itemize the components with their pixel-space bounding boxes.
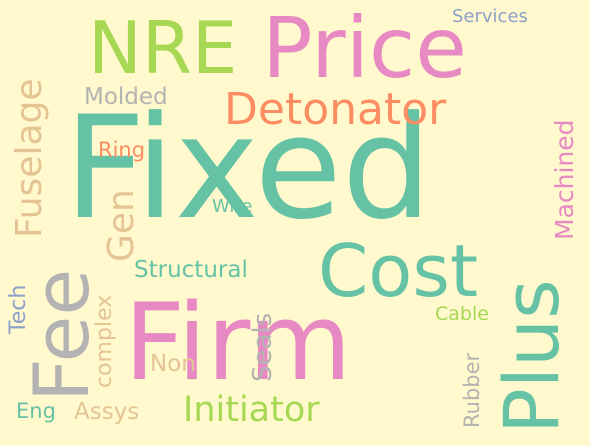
word-tech: Tech: [6, 284, 31, 334]
word-eng: Eng: [16, 399, 56, 423]
word-detonator: Detonator: [224, 84, 447, 135]
word-ring: Ring: [98, 138, 146, 162]
word-firm: Firm: [124, 281, 352, 404]
word-price: Price: [262, 0, 467, 97]
word-plus: Plus: [487, 279, 576, 434]
word-fixed: Fixed: [64, 86, 432, 251]
word-structural: Structural: [134, 257, 248, 283]
word-complex: complex: [92, 294, 117, 388]
word-services: Services: [452, 6, 528, 27]
word-gen: Gen: [101, 189, 142, 262]
word-seals: Seals: [248, 312, 278, 382]
word-molded: Molded: [84, 84, 168, 110]
word-rubber: Rubber: [460, 352, 484, 428]
word-assys: Assys: [74, 399, 140, 425]
word-cost: Cost: [318, 229, 479, 313]
word-nre: NRE: [88, 6, 238, 90]
word-fee: Fee: [17, 268, 106, 402]
word-wire: Wire: [212, 196, 253, 217]
word-non: Non: [150, 351, 196, 377]
word-initiator: Initiator: [183, 390, 320, 430]
word-cable: Cable: [435, 303, 489, 325]
word-fuselage: Fuselage: [9, 78, 50, 238]
word-machined: Machined: [550, 119, 579, 240]
